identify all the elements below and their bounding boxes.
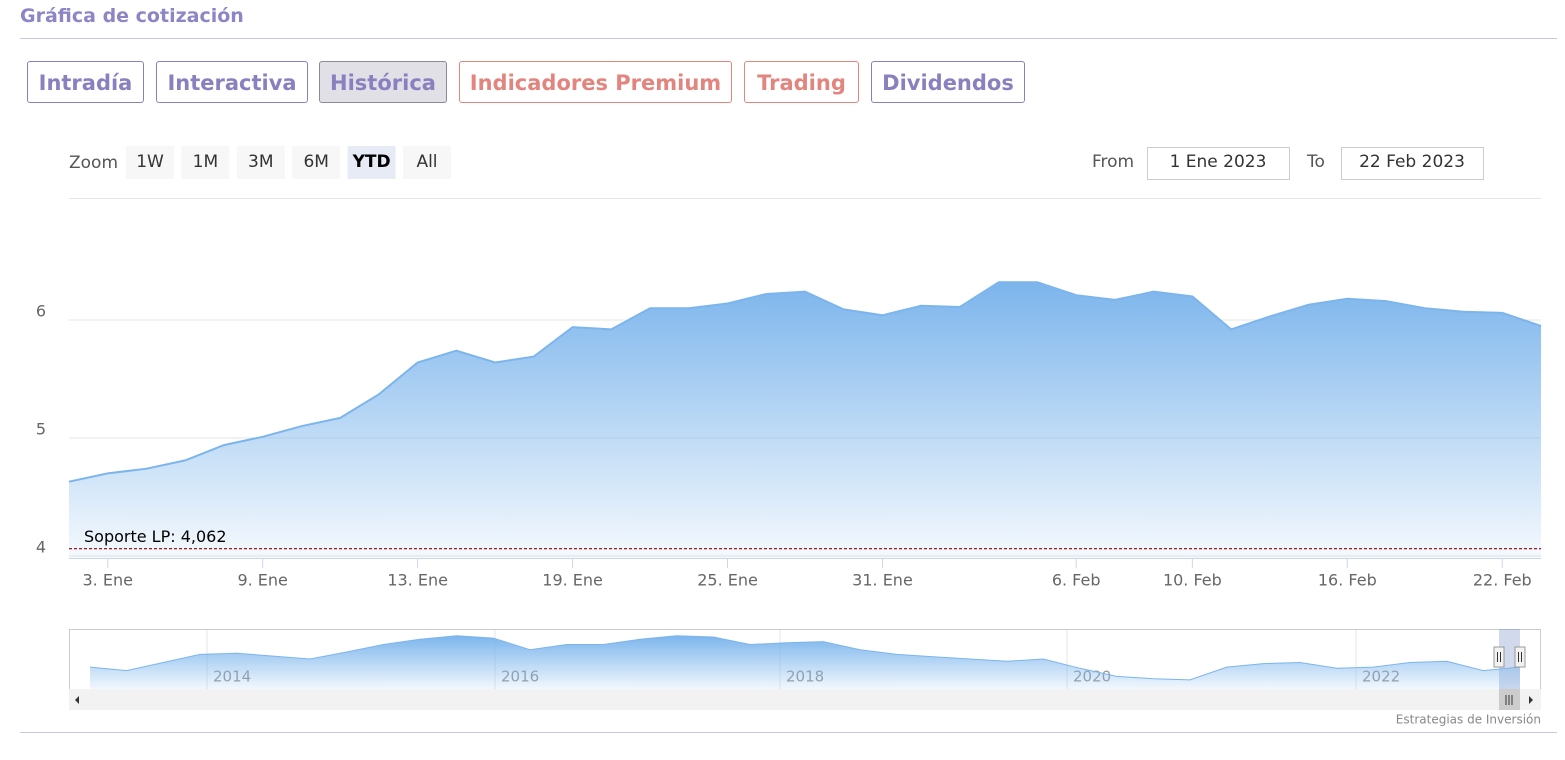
from-value[interactable]: 1 Ene 2023 <box>1170 152 1267 172</box>
tab[interactable]: Interactiva <box>156 61 308 103</box>
x-tick-label: 13. Ene <box>387 571 448 590</box>
x-tick-label: 6. Feb <box>1052 571 1101 590</box>
tab[interactable]: Dividendos <box>871 61 1025 103</box>
zoom-label: Zoom <box>69 153 118 173</box>
x-tick-label: 25. Ene <box>697 571 758 590</box>
from-input[interactable] <box>1147 147 1290 180</box>
navigator-area <box>90 635 1520 689</box>
range-button[interactable] <box>347 146 396 179</box>
range-button[interactable] <box>292 146 341 179</box>
divider <box>20 38 1557 39</box>
scroll-right[interactable] <box>1529 696 1533 704</box>
x-tick-label: 31. Ene <box>852 571 913 590</box>
tab[interactable]: Trading <box>744 61 859 103</box>
y-tick-label: 6 <box>36 302 46 321</box>
divider <box>20 732 1557 733</box>
x-tick-label: 3. Ene <box>83 571 133 590</box>
credits: Estrategias de Inversión <box>1396 713 1541 727</box>
x-tick-label: 9. Ene <box>237 571 287 590</box>
area-fill <box>69 282 1541 558</box>
y-tick-label: 4 <box>36 538 46 557</box>
range-button-label[interactable]: 1W <box>136 152 164 172</box>
support-label: Soporte LP: 4,062 <box>84 527 227 546</box>
page-title: Gráfica de cotización <box>20 5 244 27</box>
area-line <box>68 281 1542 483</box>
navigator-line <box>89 635 1521 681</box>
range-button[interactable] <box>181 146 230 179</box>
scroll-left[interactable] <box>75 696 79 704</box>
scroll-grip <box>1505 695 1513 705</box>
range-button[interactable] <box>236 146 285 179</box>
to-value[interactable]: 22 Feb 2023 <box>1359 152 1465 172</box>
to-input[interactable] <box>1341 147 1484 180</box>
tab[interactable]: Histórica <box>319 61 447 103</box>
range-button-label[interactable]: All <box>416 152 437 172</box>
tab[interactable]: Intradía <box>27 61 144 103</box>
range-button[interactable] <box>403 146 451 179</box>
range-button-label[interactable]: 6M <box>303 152 328 172</box>
scrollbar[interactable] <box>69 689 1541 710</box>
x-tick-label: 16. Feb <box>1318 571 1377 590</box>
range-button-label[interactable]: 1M <box>193 152 218 172</box>
navigator-handle[interactable] <box>1493 646 1505 668</box>
tab[interactable]: Indicadores Premium <box>459 61 732 103</box>
from-label: From <box>1092 152 1134 172</box>
handle-grip <box>1518 652 1522 662</box>
navigator-handle[interactable] <box>1514 646 1526 668</box>
y-tick-label: 5 <box>36 420 46 439</box>
range-button-label[interactable]: YTD <box>352 152 391 172</box>
to-label: To <box>1306 152 1325 172</box>
x-tick-label: 19. Ene <box>542 571 603 590</box>
handle-grip <box>1497 652 1501 662</box>
x-tick-label: 10. Feb <box>1163 571 1222 590</box>
range-button-label[interactable]: 3M <box>248 152 273 172</box>
x-tick-label: 22. Feb <box>1473 571 1532 590</box>
range-button[interactable] <box>126 146 174 179</box>
